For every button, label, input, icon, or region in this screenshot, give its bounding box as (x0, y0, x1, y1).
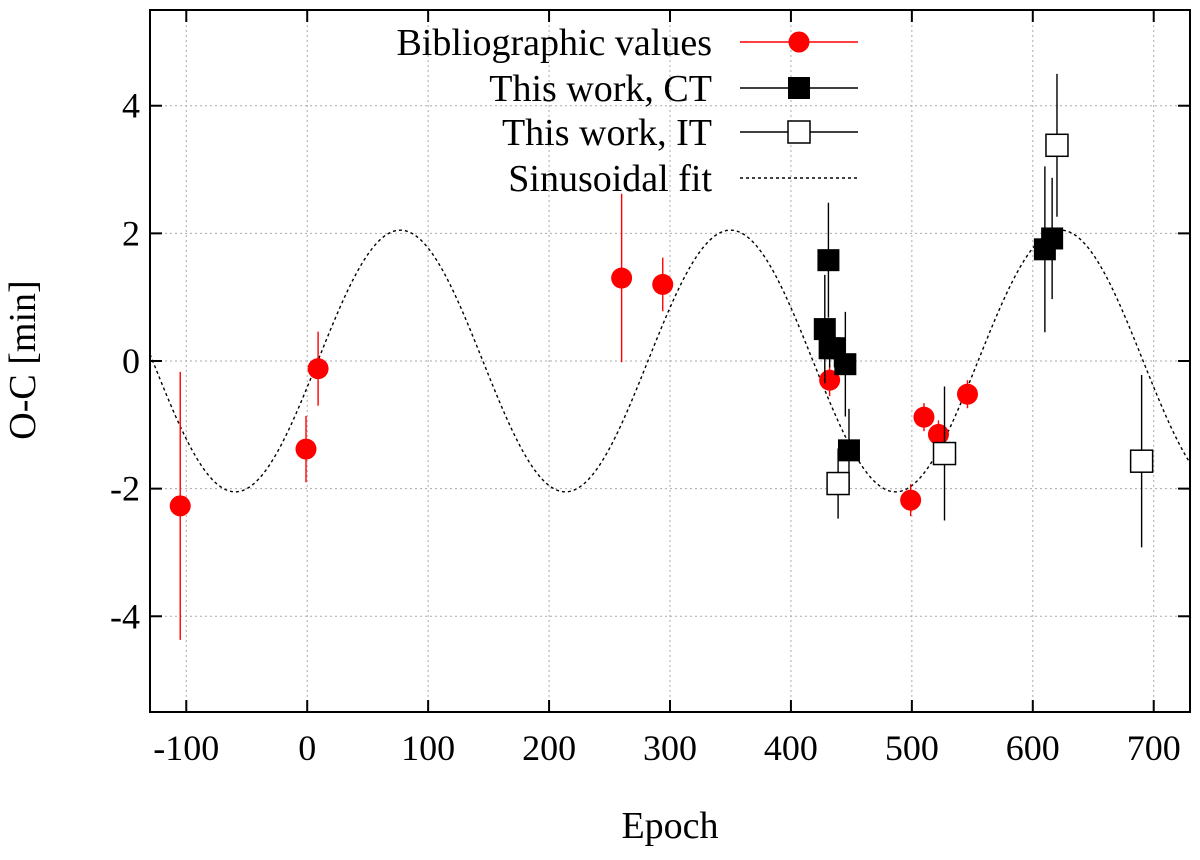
bibliographic-point (611, 267, 633, 289)
bibliographic-point (652, 273, 674, 295)
it-point (1129, 449, 1154, 473)
legend-label: Sinusoidal fit (508, 158, 712, 200)
legend-label: This work, IT (502, 112, 712, 154)
bibliographic-point (956, 383, 978, 405)
ct-point (1041, 227, 1064, 250)
bibliographic-point (169, 495, 191, 517)
y-axis-label: O-C [min] (2, 280, 44, 439)
legend-marker-circle (788, 31, 810, 53)
it-point (826, 471, 850, 496)
fit-layer (150, 229, 1190, 493)
x-tick-label: 400 (764, 728, 818, 768)
tick-layer: -100 0 100 200 300 400 500 600 700 -4 -2 0 2 4 (110, 10, 1190, 768)
legend-label: This work, CT (489, 68, 712, 110)
ct-point (813, 318, 836, 341)
bibliographic-point (307, 358, 329, 380)
bibliographic-point (900, 489, 922, 511)
x-tick-label: 700 (1127, 728, 1181, 768)
y-tick-label: -4 (110, 596, 140, 636)
y-tick-label: 4 (122, 86, 140, 126)
x-tick-label: 200 (522, 728, 576, 768)
x-tick-label: 100 (401, 728, 455, 768)
it-point (932, 441, 957, 466)
x-tick-label: 0 (298, 728, 316, 768)
bibliographic-point (913, 406, 935, 428)
x-axis-label: Epoch (621, 805, 718, 847)
ct-point (817, 249, 840, 272)
x-tick-label: 600 (1006, 728, 1060, 768)
legend-label: Bibliographic values (396, 22, 712, 64)
bibliographic-point (295, 438, 317, 460)
x-tick-label: 500 (885, 728, 939, 768)
legend-marker-filled-square (788, 77, 810, 99)
ct-point (837, 439, 860, 462)
y-tick-label: 0 (122, 341, 140, 381)
ct-point (834, 353, 857, 376)
legend-marker-open-square (787, 120, 811, 144)
sinusoidal-fit-line (150, 229, 1190, 493)
it-point (1045, 133, 1069, 158)
y-tick-label: -2 (110, 469, 140, 509)
x-tick-label: 300 (643, 728, 697, 768)
bibliographic-point (927, 423, 949, 445)
data-layer (169, 73, 1154, 640)
y-tick-label: 2 (122, 213, 140, 253)
x-tick-label: -100 (153, 728, 219, 768)
